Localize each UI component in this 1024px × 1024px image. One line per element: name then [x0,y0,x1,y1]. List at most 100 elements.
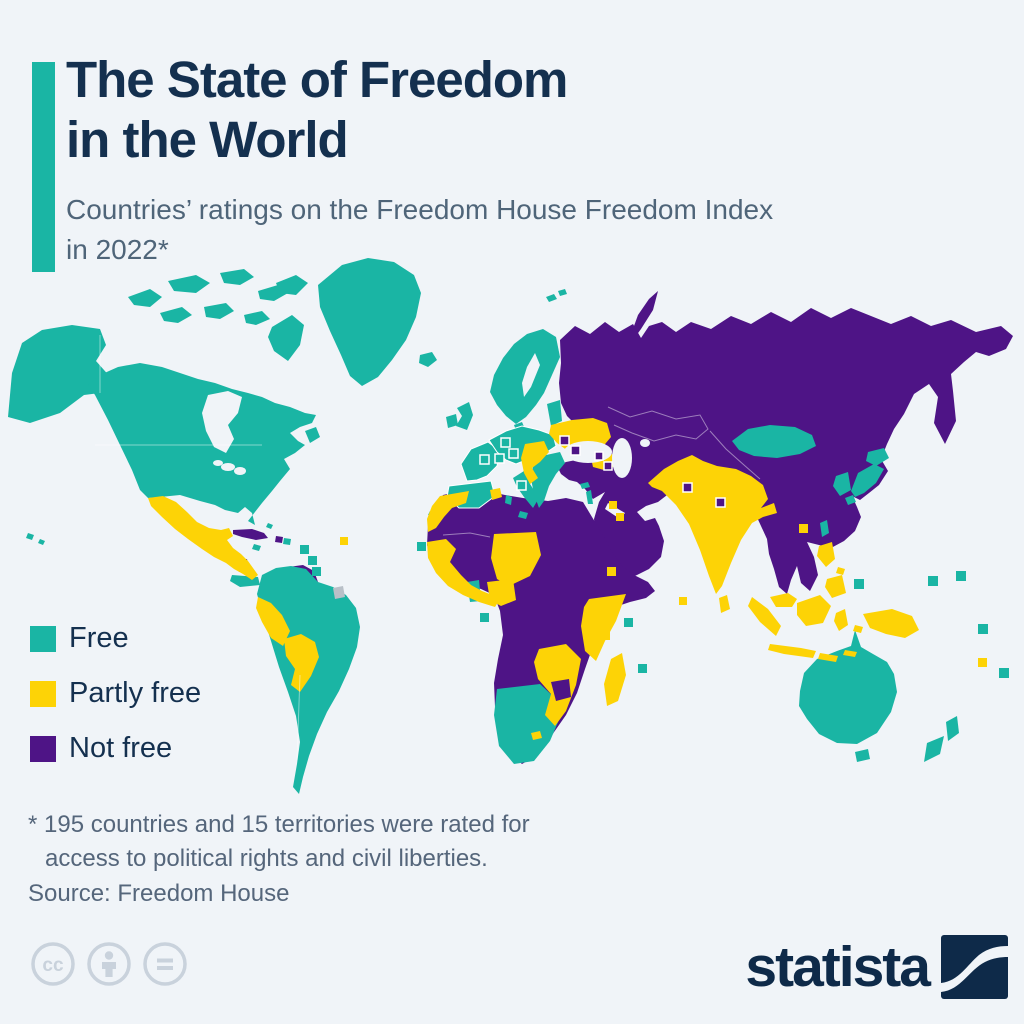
region-lesser-sunda [818,650,857,662]
marker-pacific-2 [928,576,938,586]
border-chile-argentina [296,674,301,761]
world-map [8,258,1013,794]
marker-hong-kong [799,524,808,533]
region-novaya-zemlya [630,291,658,340]
region-lesotho [531,731,542,740]
region-baltics [547,400,562,426]
marker-caribbean-1 [300,545,309,554]
border-africa-sahel [442,532,491,538]
marker-micro-3 [494,453,505,464]
region-ireland [446,414,458,428]
marker-caribbean-3 [312,567,321,576]
statista-logo: statista [745,934,1008,1000]
caspian-sea [612,438,632,478]
legend-label-partly-free: Partly free [69,677,202,709]
legend-item-not-free: Not free [30,732,201,765]
great-lake-3 [213,460,223,466]
region-sakhalin [875,407,888,453]
subtitle-line1: Countries’ ratings on the Freedom House … [66,194,774,225]
page-subtitle: Countries’ ratings on the Freedom House … [66,190,773,270]
footnote-line2: access to political rights and civil lib… [45,845,488,873]
region-haiti [275,536,283,543]
legend-item-partly-free: Partly free [30,677,201,710]
statista-wordmark: statista [745,935,931,999]
hudson-bay [202,391,242,453]
attribution-icon [87,942,131,986]
legend-swatch-partly-free [30,680,56,707]
marker-fiji [978,658,987,667]
region-south-korea [833,472,851,496]
license-icons: cc [30,941,188,987]
region-balkans-free [531,452,565,508]
region-canada-usa [88,363,316,525]
region-mexico-central-america [148,496,258,580]
region-cyprus [580,482,590,489]
region-japan-honshu [851,464,884,497]
svg-text:cc: cc [42,955,64,976]
title-line1: The State of Freedom [66,51,568,108]
legend-item-free: Free [30,622,201,655]
marker-pacific-5 [999,668,1009,678]
region-arctic-island-3 [220,269,254,285]
map-internal-borders [95,335,761,761]
marker-kashmir-1 [682,482,693,493]
region-french-guiana [333,586,345,599]
region-bolivia-paraguay [284,634,319,692]
marker-mauritius [638,664,647,673]
region-japan-kyushu [845,495,856,505]
marker-pacific-1 [854,579,864,589]
statista-logo-mark [941,935,1008,999]
marker-comoros [601,631,610,640]
marker-maldives [679,597,687,605]
marker-micro-2 [479,454,490,465]
title-accent-bar [32,62,55,272]
region-tasmania [855,749,870,762]
region-bahamas [266,523,273,529]
gulf-of-bothnia [522,353,540,397]
great-lake-2 [234,467,246,475]
source-line: Source: Freedom House [28,880,290,907]
region-south-america [257,566,360,794]
region-ellesmere [276,275,308,295]
page-title: The State of Freedom in the World [66,50,568,170]
equals-icon [143,942,187,986]
footnote-line1: * 195 countries and 15 territories were … [28,811,530,838]
region-svalbard [546,289,567,302]
region-greenland [318,258,421,386]
legend-label-not-free: Not free [69,732,173,764]
marker-yemen-isl [607,567,616,576]
legend-swatch-not-free [30,735,56,762]
legend-swatch-free [30,625,56,652]
title-line2: in the World [66,111,349,169]
region-arctic-island-1 [128,289,162,307]
marker-sao-tome [480,613,489,622]
marker-caribbean-4 [303,575,311,583]
region-papua-new-guinea [863,609,919,638]
region-arctic-island-5 [160,307,192,323]
border-china-west [709,430,761,480]
marker-crimea [559,435,570,446]
region-alaska [8,325,130,423]
region-sri-lanka [719,595,730,613]
marker-pacific-4 [978,624,988,634]
region-baffin [268,315,304,361]
region-tunisia [490,488,502,500]
map-square-markers [300,435,1009,678]
region-arctic-island-2 [168,275,210,293]
map-legend: Free Partly free Not free [30,622,201,765]
map-partly-free-regions [148,418,919,740]
region-peru [256,597,290,646]
region-philippines [817,542,846,598]
region-newfoundland [305,427,320,443]
cc-icon: cc [31,942,75,986]
marker-kuwait [609,501,617,509]
region-hawaii [26,533,45,545]
border-kazakhstan [607,406,709,442]
region-malaysia-peninsula [770,593,797,607]
region-jamaica [252,544,261,551]
region-niger [491,532,541,586]
region-nigeria [487,579,516,606]
region-australia [799,630,897,744]
marker-pacific-3 [956,571,966,581]
